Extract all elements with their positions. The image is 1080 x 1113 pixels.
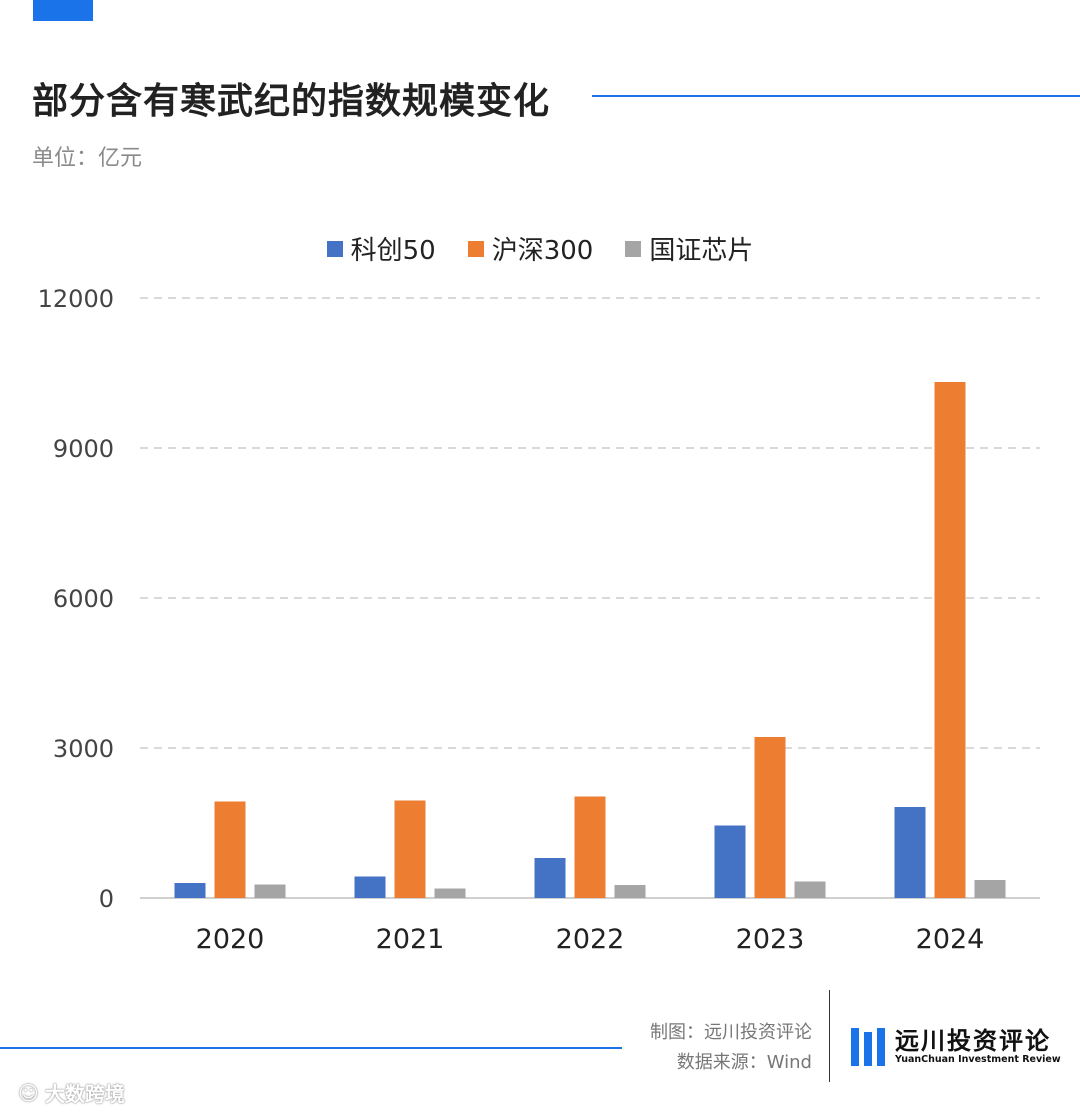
x-tick-label: 2020	[196, 924, 265, 955]
chart-legend: 科创50 沪深300 国证芯片	[0, 230, 1080, 267]
legend-swatch-chip	[625, 240, 642, 257]
brand-logo-en: YuanChuan Investment Review	[895, 1054, 1061, 1065]
unit-label: 单位：亿元	[32, 146, 143, 171]
bar-科创50-2020	[174, 883, 206, 898]
y-tick-label: 0	[99, 885, 114, 913]
bar-沪深300-2022	[574, 796, 606, 898]
bar-沪深300-2021	[394, 800, 426, 898]
x-tick-label: 2022	[556, 924, 625, 955]
bar-国证芯片-2021	[434, 888, 466, 898]
y-tick-label: 9000	[53, 435, 114, 463]
credit-block: 制图：远川投资评论 数据来源：Wind	[650, 1018, 812, 1078]
bar-国证芯片-2024	[974, 880, 1006, 898]
legend-item-chip: 国证芯片	[625, 230, 753, 267]
brand-logo-icon	[851, 1028, 885, 1066]
bar-国证芯片-2023	[794, 881, 826, 898]
brand-logo: 远川投资评论 YuanChuan Investment Review	[851, 1028, 1061, 1066]
footer-divider	[829, 990, 830, 1082]
legend-label-chip: 国证芯片	[649, 236, 754, 266]
bar-沪深300-2020	[214, 801, 246, 898]
brand-logo-cn: 远川投资评论	[895, 1027, 1051, 1055]
legend-label-hs300: 沪深300	[491, 236, 594, 266]
bar-沪深300-2024	[934, 382, 966, 898]
footer-rule	[0, 1047, 622, 1049]
watermark: ☺ 大数跨境	[18, 1078, 125, 1107]
x-tick-label: 2023	[736, 924, 805, 955]
watermark-icon: ☺	[18, 1080, 39, 1105]
credit-maker: 制图：远川投资评论	[650, 1022, 812, 1043]
bar-科创50-2024	[894, 807, 926, 898]
bar-科创50-2022	[534, 858, 566, 898]
legend-swatch-hs300	[467, 240, 484, 257]
bar-国证芯片-2020	[254, 884, 286, 898]
chart-title: 部分含有寒武纪的指数规模变化	[32, 81, 551, 122]
legend-item-hs300: 沪深300	[467, 230, 594, 267]
credit-source: 数据来源：Wind	[676, 1052, 812, 1073]
legend-swatch-kechuang50	[326, 240, 343, 257]
watermark-text: 大数跨境	[44, 1082, 125, 1106]
legend-item-kechuang50: 科创50	[326, 230, 436, 267]
bar-chart: 0 3000 6000 9000 12000 2020 2021 2022 2023 2024	[38, 285, 1040, 955]
bar-沪深300-2023	[754, 737, 786, 898]
bar-国证芯片-2022	[614, 885, 646, 898]
bar-科创50-2021	[354, 876, 386, 898]
legend-label-kechuang50: 科创50	[350, 236, 436, 266]
x-tick-label: 2024	[916, 924, 985, 955]
bar-科创50-2023	[714, 825, 746, 898]
top-accent-bar	[33, 0, 93, 21]
x-tick-label: 2021	[376, 924, 445, 955]
title-rule	[592, 95, 1080, 97]
y-tick-label: 12000	[38, 285, 114, 313]
y-tick-label: 3000	[53, 735, 114, 763]
y-tick-label: 6000	[53, 585, 114, 613]
